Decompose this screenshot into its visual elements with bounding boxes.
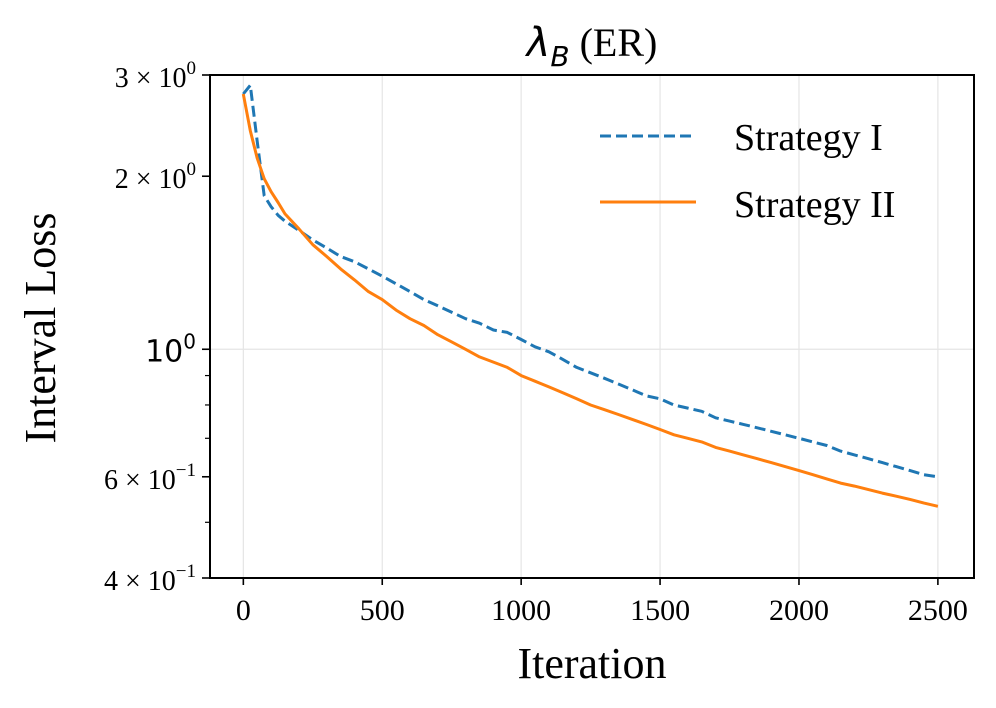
y-tick-label: 100 [145, 329, 196, 369]
y-tick-label: 2 × 100 [115, 159, 196, 195]
x-tick-label: 1000 [491, 594, 551, 627]
y-tick-label: 3 × 100 [115, 58, 196, 94]
x-tick-label: 1500 [630, 594, 690, 627]
x-tick-label: 2500 [908, 594, 968, 627]
legend-label-strategy-1: Strategy I [734, 117, 883, 159]
series-line-1 [242, 83, 939, 479]
chart-title-subscript: B [550, 40, 569, 73]
y-tick-label: 6 × 10−1 [104, 460, 196, 496]
chart-title-symbol: λ [525, 20, 551, 66]
legend-label-strategy-2: Strategy II [734, 184, 895, 226]
grid-layer [210, 75, 974, 578]
chart-title: λB (ER) [525, 20, 658, 73]
chart-title-rest: (ER) [570, 20, 658, 65]
x-tick-label: 500 [360, 594, 405, 627]
x-axis-label: Iteration [517, 639, 666, 688]
tick-layer: 0 500 1000 1500 2000 2500 3 × 100 2 × 100 100 6 ×… [104, 58, 968, 627]
legend: Strategy I Strategy II [600, 117, 895, 226]
series-line-2 [241, 93, 939, 508]
x-tick-label: 2000 [769, 594, 829, 627]
x-tick-label: 0 [236, 594, 251, 627]
plot-area-frame [209, 74, 975, 579]
y-tick-label: 4 × 10−1 [104, 561, 196, 597]
y-axis-label: Interval Loss [16, 213, 65, 444]
series-layer [241, 83, 939, 508]
